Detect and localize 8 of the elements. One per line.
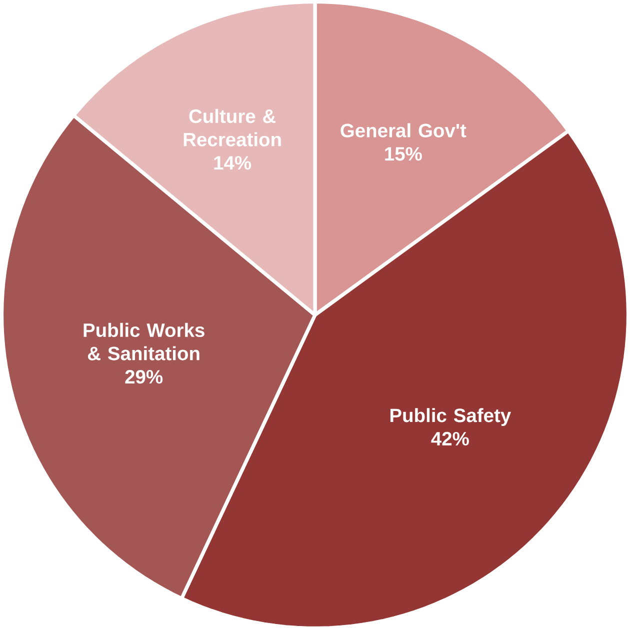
data-label: 14% [214, 156, 252, 170]
slice-label: Public Works & Sanitation [84, 322, 204, 360]
slice-label: Culture & Recreation [184, 108, 281, 146]
data-label: 29% [125, 370, 163, 384]
slice-label: Public Safety [390, 408, 512, 426]
data-label: 15% [385, 147, 422, 161]
slice-label: General Gov't [340, 123, 466, 138]
data-label: 42% [431, 432, 469, 446]
